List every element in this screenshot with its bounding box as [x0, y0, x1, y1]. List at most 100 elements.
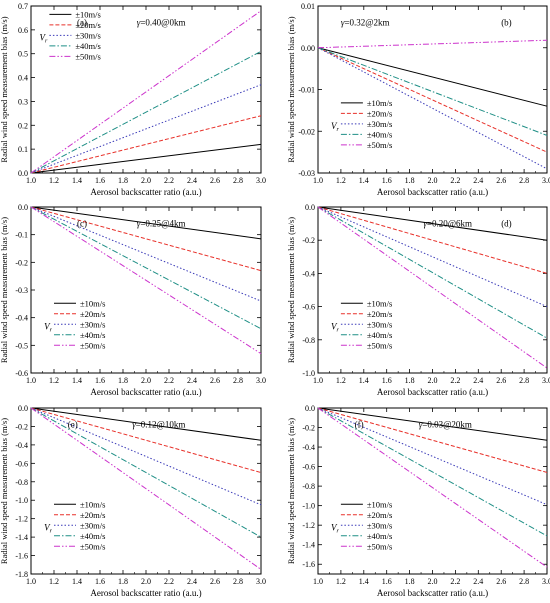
x-axis-label: Aerosol backscatter ratio (a.u.) — [90, 387, 201, 397]
legend-variable-sub: r — [45, 39, 48, 45]
x-tick-label: 2.4 — [187, 376, 197, 385]
y-tick-label: -0.3 — [15, 286, 28, 295]
legend-entry: ±50m/s — [367, 140, 392, 150]
x-axis-label: Aerosol backscatter ratio (a.u.) — [90, 187, 201, 197]
x-tick-label: 2.4 — [473, 577, 483, 586]
x-tick-label: 1.0 — [313, 376, 323, 385]
x-tick-label: 1.4 — [72, 376, 82, 385]
x-tick-label: 3.0 — [256, 577, 266, 586]
legend-entry: ±40m/s — [80, 330, 105, 340]
y-tick-label: -0.2 — [302, 424, 315, 433]
panel-b: 1.0 1.2 1.4 1.6 1.8 2.0 2.2 2.4 2.6 2.8 3.0 -0.03 -0… — [286, 2, 550, 197]
legend-variable-main: V — [331, 322, 338, 332]
x-tick-label: 1.8 — [405, 577, 415, 586]
panel-annotation: γ=0.03@20km — [419, 419, 472, 429]
y-tick-label: 0.4 — [18, 74, 28, 83]
x-tick-label: 1.0 — [313, 577, 323, 586]
x-tick-label: 2.8 — [233, 376, 243, 385]
y-tick-label: -1.4 — [302, 541, 315, 550]
y-tick-label: -0.2 — [302, 236, 315, 245]
y-tick-label: -0.4 — [302, 269, 315, 278]
x-tick-label: 1.8 — [118, 577, 128, 586]
legend-entry: ±30m/s — [75, 30, 100, 40]
x-tick-label: 2.2 — [450, 176, 460, 185]
legend: ±10m/s±20m/s±30m/s±40m/s±50m/s Vr — [331, 499, 392, 551]
panel-label: (c) — [77, 218, 87, 228]
legend-variable-main: V — [44, 523, 51, 533]
y-axis-label: Radial wind speed measurement bias (m/s) — [286, 418, 296, 564]
x-axis-label: Aerosol backscatter ratio (a.u.) — [377, 387, 488, 397]
y-tick-label: 0.01 — [301, 2, 315, 11]
legend: ±10m/s±20m/s±30m/s±40m/s±50m/s Vr — [44, 298, 105, 350]
panel-a: 1.0 1.2 1.4 1.6 1.8 2.0 2.2 2.4 2.6 2.8 3.0 0.0 0.1 0… — [0, 2, 266, 197]
y-tick-label: -0.02 — [298, 127, 315, 136]
plot-frame — [30, 5, 262, 174]
legend-entry: ±50m/s — [367, 340, 392, 350]
x-tick-label: 2.4 — [473, 176, 483, 185]
y-axis-label: Radial wind speed measurement bias (m/s) — [0, 16, 9, 162]
y-tick-label: 0.0 — [18, 203, 28, 212]
legend-entry: ±10m/s — [367, 98, 392, 108]
y-tick-label: -0.6 — [302, 463, 315, 472]
series-line-3 — [317, 407, 548, 506]
series-line-3 — [30, 84, 262, 174]
series-line-5 — [30, 407, 262, 570]
x-tick-label: 1.6 — [382, 376, 392, 385]
x-axis-label: Aerosol backscatter ratio (a.u.) — [377, 187, 488, 197]
x-tick-label: 2.8 — [233, 176, 243, 185]
y-tick-label: 0.0 — [18, 404, 28, 413]
legend-variable-main: V — [44, 322, 51, 332]
legend-entry: ±10m/s — [367, 298, 392, 308]
legend-entry: ±50m/s — [367, 541, 392, 551]
x-tick-label: 2.8 — [519, 376, 529, 385]
legend-entry: ±20m/s — [80, 510, 105, 520]
x-tick-label: 1.0 — [313, 176, 323, 185]
x-tick-label: 1.0 — [26, 376, 36, 385]
legend-entry: ±20m/s — [367, 510, 392, 520]
x-axis-label: Aerosol backscatter ratio (a.u.) — [377, 588, 488, 598]
series-line-5 — [317, 39, 548, 49]
y-tick-label: -0.6 — [15, 459, 28, 468]
legend-entry: ±40m/s — [367, 129, 392, 139]
legend: ±10m/s±20m/s±30m/s±40m/s±50m/s Vr — [331, 98, 392, 150]
y-tick-label: 0.2 — [18, 121, 28, 130]
x-tick-label: 1.4 — [359, 577, 369, 586]
x-tick-label: 2.2 — [450, 376, 460, 385]
series-line-2 — [317, 47, 548, 153]
legend-variable: Vr — [331, 121, 340, 133]
legend-entry: ±10m/s — [367, 499, 392, 509]
y-tick-label: -0.4 — [15, 314, 28, 323]
x-tick-label: 1.0 — [26, 176, 36, 185]
x-tick-label: 1.6 — [95, 577, 105, 586]
x-tick-label: 2.6 — [210, 376, 220, 385]
x-tick-label: 2.6 — [496, 376, 506, 385]
series-line-1 — [30, 143, 262, 174]
series-line-2 — [317, 407, 548, 473]
x-tick-label: 1.4 — [72, 577, 82, 586]
y-tick-label: -1.0 — [302, 369, 315, 378]
x-tick-label: 3.0 — [542, 577, 550, 586]
y-tick-label: -0.5 — [15, 341, 28, 350]
x-tick-label: 1.8 — [405, 376, 415, 385]
x-tick-label: 1.6 — [382, 176, 392, 185]
series-line-5 — [30, 206, 262, 355]
y-tick-label: -0.8 — [302, 336, 315, 345]
legend-entry: ±40m/s — [367, 531, 392, 541]
legend-variable-sub: r — [337, 529, 340, 535]
y-tick-label: -1.0 — [302, 502, 315, 511]
legend-entry: ±20m/s — [367, 108, 392, 118]
legend-variable: Vr — [40, 33, 49, 45]
y-tick-label: 0.0 — [18, 169, 28, 178]
panel-e: 1.0 1.2 1.4 1.6 1.8 2.0 2.2 2.4 2.6 2.8 3.0 -1.8 -1.… — [0, 404, 266, 598]
x-tick-label: 2.2 — [164, 376, 174, 385]
plot-frame — [317, 5, 548, 174]
y-tick-label: -0.4 — [15, 441, 28, 450]
panel-annotation: γ=0.32@2km — [341, 17, 390, 27]
x-tick-label: 1.2 — [336, 176, 346, 185]
series-line-1 — [317, 206, 548, 241]
plot-frame — [317, 407, 548, 575]
legend-variable: Vr — [44, 523, 53, 535]
series-line-2 — [30, 407, 262, 474]
legend-variable-sub: r — [337, 127, 340, 133]
